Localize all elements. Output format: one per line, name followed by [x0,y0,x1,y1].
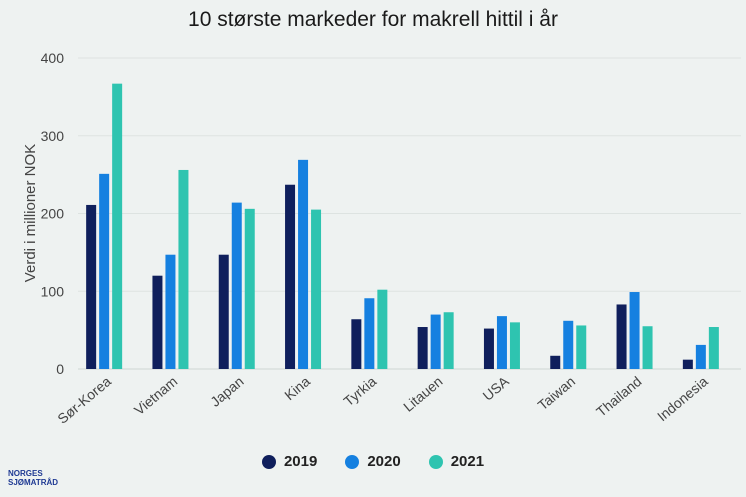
bar-2021-japan[interactable] [244,208,255,369]
y-tick-labels: 0 100 200 300 400 [41,50,65,377]
bar-2020-taiwan[interactable] [563,320,574,369]
legend-marker-2020 [345,454,360,469]
bar-2020-sør-korea[interactable] [99,173,110,369]
y-tick-label: 300 [41,128,65,144]
bar-2021-thailand[interactable] [642,326,653,369]
x-tick-label: Tyrkia [340,373,379,409]
x-tick-label: Kina [281,373,313,403]
bar-2019-japan[interactable] [218,254,229,369]
bars [86,83,719,369]
bar-2020-kina[interactable] [298,159,309,369]
bar-2019-usa[interactable] [483,328,494,369]
x-tick-label: USA [480,373,513,404]
bar-2021-tyrkia[interactable] [377,289,388,369]
legend: 2019 2020 2021 [0,453,746,470]
bar-2021-indonesia[interactable] [708,327,719,369]
bar-2020-litauen[interactable] [430,314,441,369]
legend-label-2020: 2020 [367,453,401,470]
brand-logo: NORGES SJØMATRÅD [8,469,58,487]
bar-2021-vietnam[interactable] [178,169,189,369]
bar-2019-vietnam[interactable] [152,275,163,369]
bar-2019-indonesia[interactable] [682,359,693,369]
y-tick-label: 400 [41,50,65,66]
bar-2021-kina[interactable] [311,209,322,369]
bar-2021-litauen[interactable] [443,312,454,369]
legend-label-2021: 2021 [450,453,485,470]
bar-2021-sør-korea[interactable] [112,83,123,369]
bar-2020-tyrkia[interactable] [364,298,375,369]
gridlines [78,57,741,370]
y-axis-label: Verdi i millioner NOK [22,144,39,282]
bar-2019-sør-korea[interactable] [86,204,97,369]
y-tick-label: 0 [56,361,64,377]
x-tick-label: Japan [207,373,247,410]
bar-2020-usa[interactable] [496,316,507,369]
legend-marker-2021 [428,454,443,469]
bar-2020-indonesia[interactable] [695,344,706,369]
bar-2019-tyrkia[interactable] [351,319,362,369]
bar-2020-vietnam[interactable] [165,254,176,369]
bar-2021-taiwan[interactable] [576,325,587,369]
y-tick-label: 100 [41,283,65,299]
y-tick-label: 200 [41,206,65,222]
legend-item-2020[interactable]: 2020 [345,453,401,470]
x-tick-label: Indonesia [654,373,711,424]
x-tick-label: Taiwan [534,373,578,413]
bar-2020-thailand[interactable] [629,292,640,369]
legend-item-2021[interactable]: 2021 [428,453,485,470]
bar-2019-taiwan[interactable] [550,355,561,369]
bar-2019-kina[interactable] [285,184,296,369]
x-tick-labels: Sør-Korea Vietnam Japan Kina Tyrkia Litauen US… [54,373,711,427]
bar-2020-japan[interactable] [231,202,242,369]
x-tick-label: Litauen [400,373,445,415]
legend-item-2019[interactable]: 2019 [261,453,318,470]
x-tick-label: Thailand [593,373,644,420]
bar-2021-usa[interactable] [509,322,520,369]
logo-line-1: NORGES [8,469,43,478]
chart-title: 10 største markeder for makrell hittil i… [188,8,558,31]
x-tick-label: Sør-Korea [54,373,114,427]
legend-marker-2019 [261,454,276,469]
bar-2019-thailand[interactable] [616,304,627,369]
legend-label-2019: 2019 [283,453,318,470]
x-tick-label: Vietnam [131,373,180,418]
bar-2019-litauen[interactable] [417,327,428,369]
logo-line-2: SJØMATRÅD [8,478,59,487]
